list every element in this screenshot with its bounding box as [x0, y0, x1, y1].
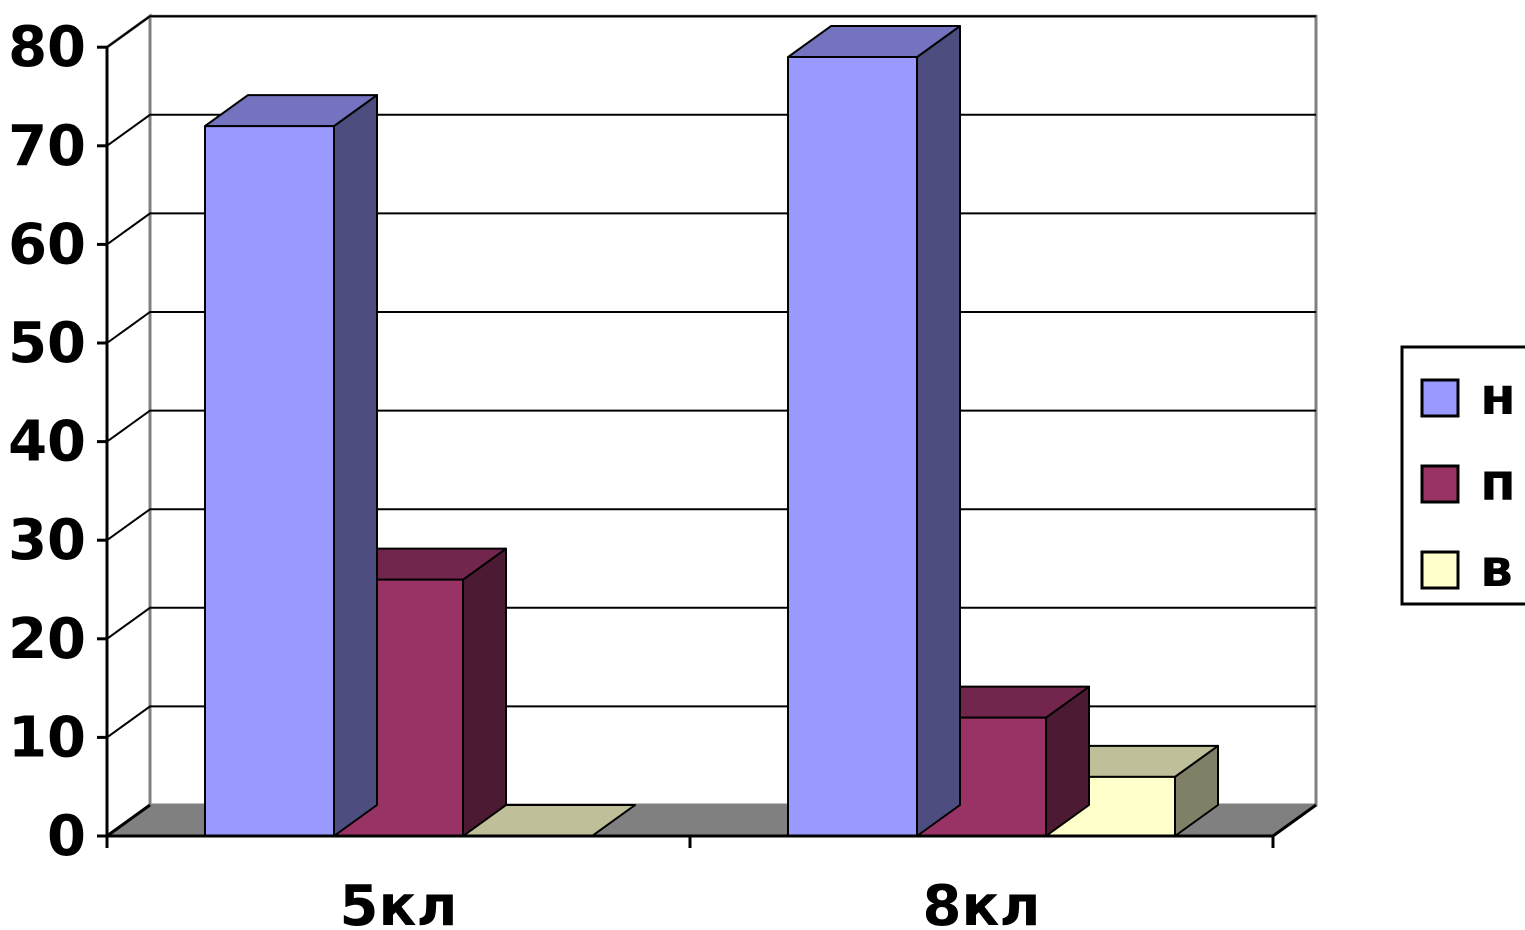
y-tick-label: 10: [8, 705, 86, 770]
bar: [204, 94, 378, 837]
legend-label: н: [1480, 367, 1516, 427]
bar: [787, 25, 961, 838]
bar-front: [787, 56, 918, 838]
y-tick-label: 30: [8, 508, 86, 573]
legend: нпв: [1400, 345, 1525, 606]
bar-side: [916, 25, 961, 837]
y-tick-label: 70: [8, 114, 86, 179]
y-tick-label: 50: [8, 311, 86, 376]
bar-side: [462, 547, 507, 837]
y-tick-labels: 0 10 20 30 40 50 60 70 80: [8, 15, 86, 869]
legend-label: п: [1480, 453, 1516, 513]
y-tick-label: 60: [8, 212, 86, 277]
x-tick-label: 5кл: [340, 874, 458, 930]
bar-front: [204, 125, 335, 837]
y-tick-label: 40: [8, 410, 86, 475]
gridline: [106, 15, 1316, 49]
legend-swatch: [1420, 464, 1460, 504]
floor-edge: [1272, 803, 1317, 838]
x-tick-labels: 5кл 8кл: [340, 874, 1041, 930]
y-tick-label: 80: [8, 15, 86, 80]
x-tick-label: 8кл: [923, 874, 1041, 930]
y-tick-label: 20: [8, 607, 86, 672]
legend-swatch: [1420, 378, 1460, 418]
legend-swatch: [1420, 550, 1460, 590]
bars: [204, 25, 1219, 838]
floor-left-edge: [106, 803, 151, 838]
y-tick-label: 0: [47, 804, 86, 869]
legend-label: в: [1480, 539, 1513, 599]
bar-side: [333, 94, 378, 837]
axes: [97, 45, 1317, 848]
